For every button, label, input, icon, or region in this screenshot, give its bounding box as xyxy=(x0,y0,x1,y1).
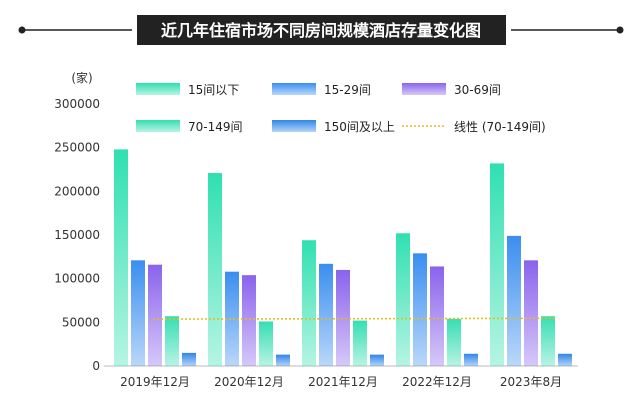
y-tick-label: 300000 xyxy=(54,97,100,111)
bar-1-4 xyxy=(507,235,521,366)
bars xyxy=(114,149,572,366)
legend-label: 15-29间 xyxy=(324,83,371,97)
bar-1-3 xyxy=(413,253,427,366)
legend-swatch xyxy=(136,120,180,132)
legend-swatch xyxy=(272,120,316,132)
x-tick-label: 2019年12月 xyxy=(120,375,190,389)
x-tick-label: 2023年8月 xyxy=(500,375,562,389)
bar-4-1 xyxy=(276,354,290,366)
legend-label: 70-149间 xyxy=(188,120,243,134)
bar-2-2 xyxy=(336,269,350,366)
bar-4-2 xyxy=(370,354,384,366)
legend-swatch xyxy=(402,83,446,95)
y-tick-label: 0 xyxy=(92,359,100,373)
bar-3-0 xyxy=(165,316,179,366)
x-tick-label: 2022年12月 xyxy=(402,375,472,389)
legend-label: 15间以下 xyxy=(188,83,239,97)
x-tick-label: 2021年12月 xyxy=(308,375,378,389)
bar-2-0 xyxy=(148,264,162,366)
bar-1-1 xyxy=(225,271,239,366)
x-axis: 2019年12月 2020年12月 2021年12月 2022年12月 2023年8月 xyxy=(120,375,562,389)
y-axis-label: (家) xyxy=(71,70,92,85)
bar-3-3 xyxy=(447,318,461,366)
trendline-70-149 xyxy=(152,317,556,320)
y-tick-label: 100000 xyxy=(54,272,100,286)
legend-label: 30-69间 xyxy=(454,83,501,97)
bar-3-2 xyxy=(353,320,367,366)
bar-1-2 xyxy=(319,263,333,366)
bar-1-0 xyxy=(131,260,145,366)
trendline xyxy=(152,317,556,320)
y-tick-label: 250000 xyxy=(54,141,100,155)
chart-title: 近几年住宿市场不同房间规模酒店存量变化图 xyxy=(161,21,481,40)
bar-2-3 xyxy=(430,266,444,366)
title-box xyxy=(137,15,506,45)
title-dot-left xyxy=(18,26,26,34)
bar-0-4 xyxy=(490,163,504,366)
y-tick-label: 150000 xyxy=(54,228,100,242)
bar-0-1 xyxy=(208,172,222,366)
bar-3-4 xyxy=(541,316,555,366)
bar-3-1 xyxy=(259,321,273,366)
bar-2-1 xyxy=(242,275,256,366)
bar-4-4 xyxy=(558,353,572,366)
legend-swatch xyxy=(272,83,316,95)
legend-swatch xyxy=(136,83,180,95)
legend-label: 线性 (70-149间) xyxy=(454,120,546,134)
title-dot-right xyxy=(616,26,624,34)
bar-0-0 xyxy=(114,149,128,366)
bar-0-3 xyxy=(396,233,410,366)
x-tick-label: 2020年12月 xyxy=(214,375,284,389)
legend-label: 150间及以上 xyxy=(324,120,395,134)
y-axis: 0 50000 100000 150000 200000 250000 300000 xyxy=(54,97,100,373)
bar-0-2 xyxy=(302,240,316,366)
bar-4-3 xyxy=(464,353,478,366)
legend: 15间以下 15-29间 30-69间 70-149间 150间及以上 线性 (70-14… xyxy=(136,83,546,134)
bar-2-4 xyxy=(524,260,538,366)
bar-4-0 xyxy=(182,352,196,366)
y-tick-label: 50000 xyxy=(62,315,100,329)
y-tick-label: 200000 xyxy=(54,184,100,198)
